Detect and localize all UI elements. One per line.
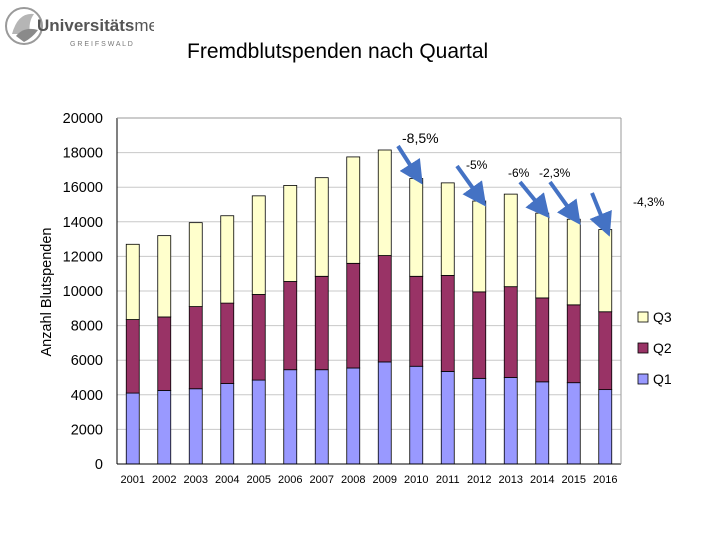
legend-swatch-q3 bbox=[637, 311, 649, 323]
bar-segment-q1 bbox=[220, 383, 235, 465]
bar-segment-q3 bbox=[251, 195, 266, 295]
annotation-label: -8,5% bbox=[402, 130, 439, 146]
bar-segment-q1 bbox=[188, 388, 203, 465]
x-tick-label: 2012 bbox=[467, 474, 491, 486]
y-tick-label: 4000 bbox=[71, 388, 103, 404]
annotation-label: -5% bbox=[466, 158, 488, 172]
logo-wordmark-part1: Universitäts bbox=[37, 16, 134, 35]
bar-segment-q1 bbox=[314, 369, 329, 465]
logo-city: G R E I F S W A L D bbox=[70, 41, 133, 48]
bar-segment-q1 bbox=[157, 390, 172, 465]
x-tick-label: 2015 bbox=[562, 474, 586, 486]
y-tick-label: 12000 bbox=[63, 249, 103, 265]
bar-segment-q1 bbox=[566, 382, 581, 465]
bar-segment-q2 bbox=[283, 281, 298, 371]
x-tick-label: 2003 bbox=[184, 474, 208, 486]
bar-segment-q3 bbox=[314, 177, 329, 277]
bar-segment-q3 bbox=[440, 182, 455, 276]
bar-segment-q3 bbox=[409, 178, 424, 277]
bar-segment-q1 bbox=[503, 377, 518, 465]
x-tick-label: 2013 bbox=[499, 474, 523, 486]
x-tick-label: 2007 bbox=[310, 474, 334, 486]
bar-segment-q3 bbox=[157, 235, 172, 318]
annotation-label: -4,3% bbox=[633, 195, 665, 209]
bar-segment-q3 bbox=[346, 156, 361, 264]
bar-segment-q1 bbox=[251, 379, 266, 465]
bar-segment-q1 bbox=[535, 381, 550, 465]
bar-segment-q1 bbox=[125, 392, 140, 465]
bar-segment-q2 bbox=[346, 262, 361, 369]
bar-segment-q3 bbox=[125, 243, 140, 320]
bar-segment-q3 bbox=[377, 149, 392, 256]
bar-segment-q1 bbox=[440, 371, 455, 465]
annotation-arrow bbox=[589, 192, 612, 237]
y-tick-label: 16000 bbox=[63, 180, 103, 196]
x-tick-label: 2010 bbox=[404, 474, 428, 486]
bar-segment-q1 bbox=[377, 361, 392, 465]
bar-segment-q2 bbox=[440, 275, 455, 372]
x-tick-label: 2004 bbox=[215, 474, 239, 486]
x-tick-label: 2016 bbox=[593, 474, 617, 486]
legend-swatch-q1 bbox=[637, 373, 649, 385]
bar-segment-q2 bbox=[472, 291, 487, 379]
bar-segment-q2 bbox=[535, 297, 550, 383]
bar-segment-q3 bbox=[535, 212, 550, 299]
x-tick-label: 2011 bbox=[436, 474, 460, 486]
y-tick-label: 10000 bbox=[63, 284, 103, 300]
x-tick-label: 2005 bbox=[247, 474, 271, 486]
annotation-arrow bbox=[548, 180, 581, 225]
bar-segment-q3 bbox=[472, 200, 487, 293]
bar-segment-q1 bbox=[472, 377, 487, 465]
bar-segment-q2 bbox=[598, 311, 613, 391]
y-tick-label: 18000 bbox=[63, 146, 103, 162]
bar-segment-q2 bbox=[314, 275, 329, 371]
legend-label-q3: Q3 bbox=[653, 309, 672, 325]
bar-segment-q3 bbox=[188, 222, 203, 307]
bar-segment-q3 bbox=[503, 193, 518, 288]
bar-segment-q2 bbox=[566, 304, 581, 384]
bar-segment-q2 bbox=[503, 286, 518, 378]
bar-segment-q1 bbox=[283, 369, 298, 465]
legend-label-q1: Q1 bbox=[653, 371, 672, 387]
y-tick-label: 8000 bbox=[71, 319, 103, 335]
y-tick-label: 6000 bbox=[71, 353, 103, 369]
bar-segment-q1 bbox=[409, 365, 424, 465]
legend-swatch-q2 bbox=[637, 342, 649, 354]
x-tick-label: 2002 bbox=[152, 474, 176, 486]
bar-segment-q2 bbox=[157, 316, 172, 391]
bar-segment-q1 bbox=[346, 367, 361, 465]
bar-segment-q2 bbox=[220, 302, 235, 384]
bar-segment-q2 bbox=[125, 319, 140, 394]
y-axis-label: Anzahl Blutspenden bbox=[39, 228, 55, 357]
x-tick-label: 2014 bbox=[530, 474, 554, 486]
y-tick-label: 2000 bbox=[71, 422, 103, 438]
annotation-arrow bbox=[396, 144, 423, 185]
y-tick-label: 14000 bbox=[63, 215, 103, 231]
bar-segment-q2 bbox=[377, 255, 392, 363]
chart-title: Fremdblutspenden nach Quartal bbox=[187, 40, 489, 63]
annotation-arrow bbox=[455, 164, 487, 207]
bar-segment-q1 bbox=[598, 389, 613, 465]
annotation-arrow bbox=[518, 180, 550, 219]
bar-segment-q2 bbox=[409, 275, 424, 367]
x-tick-label: 2009 bbox=[373, 474, 397, 486]
x-tick-label: 2008 bbox=[341, 474, 365, 486]
logo-emblem-icon bbox=[5, 7, 43, 45]
bar-segment-q3 bbox=[283, 185, 298, 282]
y-tick-label: 20000 bbox=[63, 111, 103, 127]
y-tick-label: 0 bbox=[95, 457, 103, 473]
x-tick-label: 2001 bbox=[121, 474, 145, 486]
annotation-label: -6% bbox=[508, 166, 530, 180]
bar-segment-q2 bbox=[188, 306, 203, 390]
bar-segment-q2 bbox=[251, 294, 266, 381]
annotation-label: -2,3% bbox=[539, 166, 571, 180]
x-tick-label: 2006 bbox=[278, 474, 302, 486]
legend-label-q2: Q2 bbox=[653, 340, 672, 356]
bar-segment-q3 bbox=[598, 229, 613, 313]
bar-segment-q3 bbox=[220, 215, 235, 304]
bar-segment-q3 bbox=[566, 218, 581, 306]
